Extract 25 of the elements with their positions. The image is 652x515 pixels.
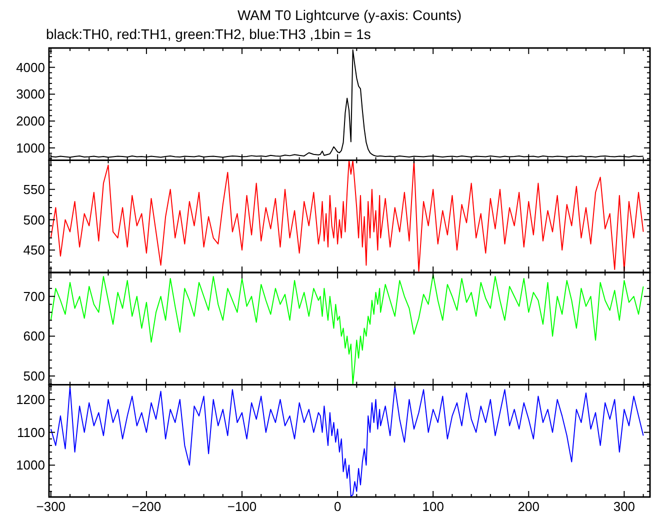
y-tick-label: 1100 bbox=[17, 424, 45, 440]
y-tick-label: 450 bbox=[23, 242, 45, 258]
line-series bbox=[50, 386, 644, 497]
y-tick-label: 1000 bbox=[16, 458, 45, 473]
y-tick-label: 2000 bbox=[16, 114, 45, 129]
y-tick-label: 500 bbox=[23, 212, 45, 228]
y-tick-label: 500 bbox=[23, 368, 45, 384]
x-tick-label: 300 bbox=[613, 499, 636, 514]
x-tick-label: −200 bbox=[132, 499, 162, 514]
y-tick-label: 700 bbox=[23, 288, 45, 304]
line-series bbox=[50, 274, 644, 384]
y-tick-label: 1200 bbox=[16, 392, 45, 408]
chart-subtitle: black:TH0, red:TH1, green:TH2, blue:TH3 ,1bin = 1s bbox=[46, 26, 371, 42]
chart-title: WAM T0 Lightcurve (y-axis: Counts) bbox=[237, 7, 462, 23]
y-tick-label: 550 bbox=[23, 182, 45, 197]
y-tick-label: 600 bbox=[23, 328, 45, 344]
y-tick-label: 4000 bbox=[16, 60, 45, 75]
y-tick-label: 3000 bbox=[16, 86, 45, 102]
x-tick-label: 200 bbox=[518, 499, 540, 514]
x-tick-label: 100 bbox=[422, 499, 444, 514]
x-tick-label: 0 bbox=[334, 499, 342, 514]
y-tick-label: 1000 bbox=[16, 140, 45, 156]
x-tick-label: −100 bbox=[227, 499, 257, 514]
x-tick-label: −300 bbox=[36, 499, 66, 514]
line-series bbox=[50, 160, 644, 272]
